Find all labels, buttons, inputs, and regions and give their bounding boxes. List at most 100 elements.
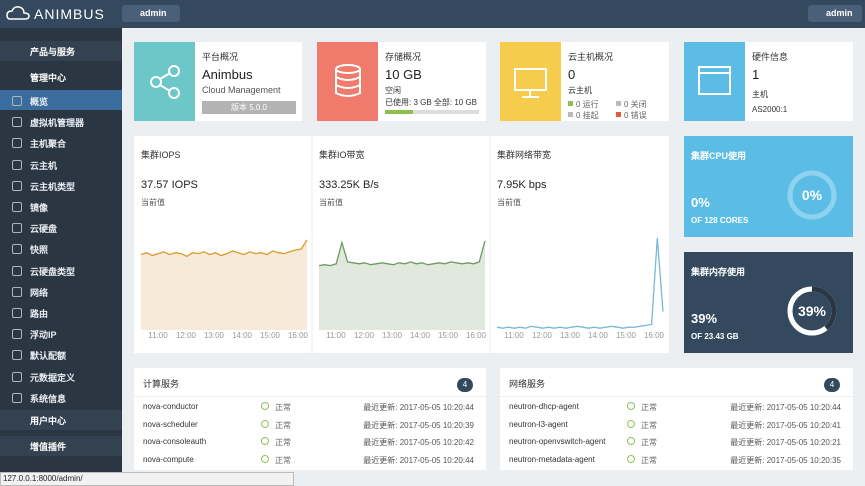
x-tick-label: 13:00 [560,331,581,340]
status-icon [261,402,269,410]
x-tick-label: 11:00 [504,331,524,340]
compute-services: 计算服务 4 nova-conductor 正常 最近更新: 2017-05-05 10… [134,368,486,470]
service-name: nova-scheduler [143,419,198,429]
section-row[interactable] [0,436,122,456]
panel-title: 计算服务 [143,379,180,389]
icon-panel [134,42,195,121]
shape [150,76,162,88]
section-row[interactable] [0,41,122,61]
gauge-ring: 39% [787,286,837,336]
cpu-gauge-card: 集群CPU使用 0% OF 128 CORES 0% [684,136,853,237]
charts-svg: 集群IOPS 37.57 IOPS 当前值 11:00 12:00 13:00 14:00 1… [140,136,665,353]
brand: ANIMBUS [34,6,105,22]
version-badge: 版本 5.0.0 [202,101,296,114]
x-tick-label: 13:00 [382,331,403,340]
shape [698,66,731,95]
service-updated: 最近更新: 2017-05-05 10:20:41 [730,420,841,430]
ring-label: 0% [802,187,823,203]
count-badge: 4 [457,378,473,392]
service-status: 正常 [275,403,291,412]
card-detail: 已使用: 3 GB 全部: 10 GB [385,98,478,107]
menu-icon [12,117,22,128]
sidebar: 产品与服务 管理中心 用户中心 增值插件 概览 虚拟机管理器 主机聚合 云主机 云主机类型 镜像云… [0,28,122,484]
menu-icon [12,265,22,276]
service-updated: 最近更新: 2017-05-05 10:20:39 [363,420,474,430]
section-row[interactable] [0,67,122,87]
ring-value [787,286,837,336]
ring-track [787,170,837,220]
line [318,240,486,267]
status-icon [261,454,269,463]
shape [698,66,731,95]
icon-panel [500,42,561,121]
menu-label: 云硬盘类型 [30,266,76,277]
x-tick-label: 12:00 [176,331,197,340]
menu-label: 元数据定义 [30,372,76,383]
menu-label: 虚拟机管理器 [30,118,85,129]
menu-icon [12,308,22,318]
menu-item[interactable] [0,90,122,110]
gauge-percent: 0% [691,195,710,210]
status-icon [627,402,635,410]
stat-dot [616,112,621,117]
card-main: 0 [568,67,576,82]
project-name: admin [140,8,167,18]
platform-card: 平台概况 Animbus Cloud Management 版本 5.0.0 [134,42,302,121]
storage-card: 存储概况 10 GB 空闲 已使用: 3 GB 全部: 10 GB [317,42,486,121]
menu-icon [12,223,22,234]
chart-title: 集群网络带宽 [497,149,551,160]
shape [150,65,180,99]
shape [6,6,30,20]
menu-icon [12,329,22,340]
count-badge: 4 [824,378,840,392]
chart-caption: 当前值 [319,197,343,207]
service-name: neutron-l3-agent [509,419,568,429]
hardware-card: 硬件信息 1 主机 AS2000:1 [684,42,853,121]
section-label: 产品与服务 [30,47,76,57]
icon-panel [317,42,378,121]
project-dropdown[interactable] [122,5,180,22]
menu-icon [12,392,22,403]
stat-dot [568,101,573,106]
service-updated: 最近更新: 2017-05-05 10:20:35 [730,455,841,465]
shape [335,69,361,97]
logo-icon [6,6,30,20]
stat-label: 0 运行 [576,100,599,109]
service-status: 正常 [641,438,657,447]
chart-value: 333.25K B/s [319,179,379,191]
gauge-title: 集群内存使用 [691,267,746,277]
gauge-percent: 39% [691,311,718,326]
status-icon [627,454,635,463]
gauge-ring: 0% [787,170,837,220]
service-status: 正常 [641,420,657,430]
x-tick-label: 13:00 [204,331,225,340]
gauge-caption: OF 23.43 GB [691,332,739,341]
x-tick-label: 15:00 [438,331,459,340]
line [140,239,308,258]
x-tick-label: 12:00 [532,331,553,340]
stat-dot [568,112,573,117]
menu-label: 镜像 [30,203,49,213]
status-icon [627,437,635,445]
icon-panel [684,42,745,121]
card-sub: 云主机 [568,86,592,95]
x-tick-label: 14:00 [588,331,609,340]
panel-divider [134,396,486,397]
status-icon [261,419,269,428]
window-icon [698,66,731,95]
menu-icon [12,286,22,297]
section-label: 用户中心 [30,416,67,426]
section-label: 管理中心 [30,73,67,83]
card-main: 1 [752,67,760,82]
menu-label: 默认配额 [30,351,67,362]
charts-panel: 集群IOPS 37.57 IOPS 当前值 11:00 12:00 13:00 14:00 1… [134,136,669,353]
service-updated: 最近更新: 2017-05-05 10:20:21 [730,438,841,447]
menu-label: 系统信息 [30,393,67,404]
service-name: nova-compute [143,454,194,464]
service-status: 正常 [275,420,291,430]
section-row[interactable] [0,410,122,430]
area [141,239,307,330]
user-dropdown[interactable] [808,5,862,22]
chart-caption: 当前值 [141,197,165,207]
stat-dot [616,101,621,106]
